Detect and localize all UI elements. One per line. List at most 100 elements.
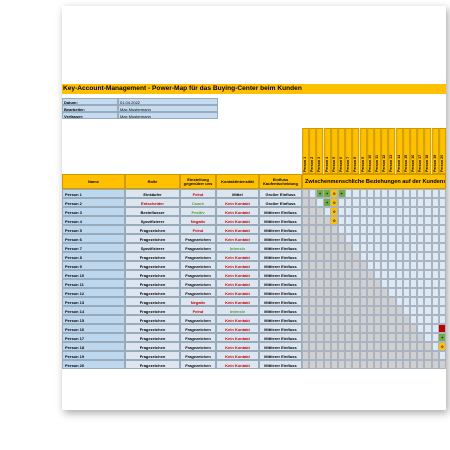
matrix-cell: [424, 207, 432, 216]
matrix-cell: [338, 261, 346, 270]
matrix-cell: [410, 225, 418, 234]
matrix-cell: [395, 225, 403, 234]
matrix-cell: [338, 225, 346, 234]
meta-label: Verfasser:: [62, 112, 118, 119]
matrix-cell: [302, 252, 310, 261]
matrix-cell: [366, 207, 374, 216]
matrix-cell: [330, 225, 338, 234]
cell: Person 18: [62, 342, 125, 351]
matrix-cell: [388, 315, 396, 324]
matrix-cell: [309, 189, 317, 198]
matrix-cell: [438, 234, 446, 243]
matrix-cell: [417, 279, 425, 288]
matrix-cell: [374, 333, 382, 342]
cell: Kein Kontakt: [216, 288, 259, 297]
matrix-cell: [366, 360, 374, 369]
matrix-cell: [424, 306, 432, 315]
cell: Person 2: [62, 198, 125, 207]
meta-value: Max Mustermann: [118, 105, 218, 112]
matrix-cell: [330, 324, 338, 333]
matrix-cell: [330, 234, 338, 243]
matrix-cell: [330, 315, 338, 324]
matrix-cell: [410, 324, 418, 333]
matrix-cell: [345, 261, 353, 270]
matrix-cell: [374, 306, 382, 315]
matrix-cell: [402, 342, 410, 351]
matrix-cell: [366, 315, 374, 324]
matrix-cell: [395, 234, 403, 243]
matrix-cell: [359, 351, 367, 360]
matrix-cell: [388, 270, 396, 279]
cell: Fragezeichen: [180, 351, 216, 360]
matrix-cell: [417, 216, 425, 225]
matrix-cell: [345, 342, 353, 351]
matrix-cell: [381, 234, 389, 243]
matrix-cell: [438, 225, 446, 234]
matrix-cell: [359, 324, 367, 333]
matrix-cell: [424, 351, 432, 360]
cell: Fragezeichen: [125, 333, 180, 342]
matrix-cell: [417, 306, 425, 315]
matrix-cell: [323, 279, 331, 288]
matrix-cell: [388, 216, 396, 225]
cell: Fragezeichen: [125, 261, 180, 270]
matrix-cell: [395, 261, 403, 270]
matrix-cell: [352, 252, 360, 261]
person-header: Person 20: [438, 128, 446, 174]
matrix-cell: [302, 234, 310, 243]
cell: Person 13: [62, 297, 125, 306]
matrix-cell: [431, 351, 439, 360]
matrix-cell: [381, 297, 389, 306]
matrix-cell: [352, 225, 360, 234]
matrix-cell: [352, 315, 360, 324]
matrix-cell: [410, 189, 418, 198]
matrix-cell: [338, 360, 346, 369]
matrix-cell: [302, 324, 310, 333]
matrix-cell: [374, 351, 382, 360]
matrix-cell: [417, 225, 425, 234]
matrix-cell: [374, 198, 382, 207]
matrix-cell: [302, 333, 310, 342]
matrix-cell: [323, 306, 331, 315]
matrix-cell: [309, 207, 317, 216]
matrix-cell: [381, 207, 389, 216]
matrix-cell: [366, 261, 374, 270]
cell: Person 12: [62, 288, 125, 297]
matrix-cell: [309, 360, 317, 369]
matrix-cell: [417, 288, 425, 297]
matrix-cell: [352, 198, 360, 207]
matrix-cell: [316, 315, 324, 324]
matrix-cell: [316, 360, 324, 369]
matrix-cell: [381, 306, 389, 315]
matrix-cell: [302, 198, 310, 207]
matrix-cell: [410, 306, 418, 315]
matrix-cell: [316, 342, 324, 351]
matrix-cell: [366, 306, 374, 315]
matrix-cell: [359, 270, 367, 279]
matrix-cell: [424, 216, 432, 225]
relation: +: [338, 190, 345, 197]
matrix-cell: [374, 270, 382, 279]
matrix-cell: [309, 342, 317, 351]
cell: Entscheider: [125, 198, 180, 207]
matrix-cell: [359, 252, 367, 261]
matrix-cell: [366, 252, 374, 261]
matrix-cell: [417, 351, 425, 360]
matrix-cell: [338, 342, 346, 351]
matrix-cell: [330, 243, 338, 252]
cell: Mittel: [216, 189, 259, 198]
matrix-cell: [338, 279, 346, 288]
matrix-cell: [417, 360, 425, 369]
person-header: Person 10: [366, 128, 374, 174]
matrix-cell: [402, 243, 410, 252]
matrix-cell: [374, 243, 382, 252]
cell: Person 8: [62, 252, 125, 261]
matrix-cell: [374, 288, 382, 297]
matrix-cell: [395, 324, 403, 333]
matrix-cell: [302, 297, 310, 306]
cell: Person 7: [62, 243, 125, 252]
matrix-cell: [438, 207, 446, 216]
matrix-cell: [438, 270, 446, 279]
cell: Fragezeichen: [180, 315, 216, 324]
matrix-cell: [395, 243, 403, 252]
